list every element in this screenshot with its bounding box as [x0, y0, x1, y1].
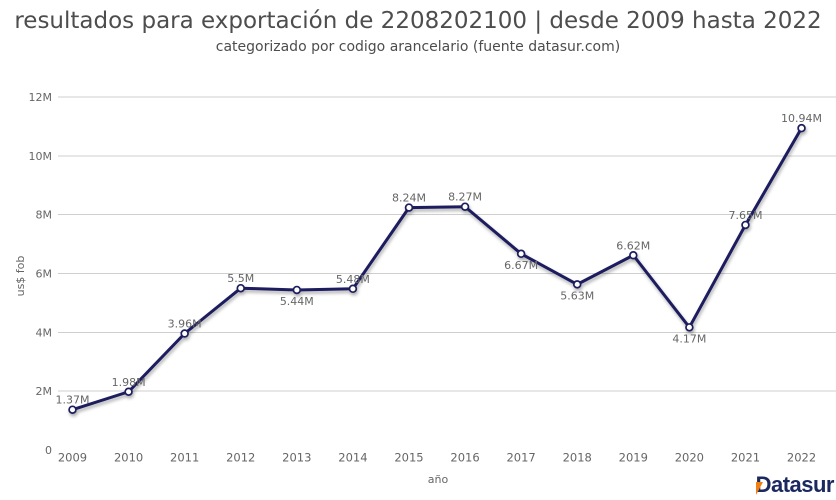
- x-tick-label: 2013: [282, 451, 311, 465]
- x-tick-label: 2016: [450, 451, 479, 465]
- datasur-logo-text: atasur: [770, 472, 835, 497]
- data-label: 6.62M: [616, 239, 650, 252]
- y-tick-label: 8M: [36, 209, 53, 222]
- data-point[interactable]: [180, 329, 189, 338]
- data-label: 8.27M: [448, 191, 482, 204]
- x-tick-label: 2018: [563, 451, 592, 465]
- data-point[interactable]: [68, 405, 77, 414]
- datasur-logo[interactable]: Datasur: [755, 472, 835, 498]
- x-tick-label: 2020: [675, 451, 704, 465]
- x-tick-label: 2021: [731, 451, 760, 465]
- x-axis-title: año: [428, 473, 449, 486]
- y-axis-title: us$ fob: [14, 256, 27, 297]
- data-point[interactable]: [460, 202, 470, 211]
- data-label: 8.24M: [392, 192, 426, 205]
- data-label: 1.98M: [112, 376, 146, 389]
- y-tick-label: 2M: [36, 385, 53, 398]
- data-point[interactable]: [629, 251, 638, 260]
- chart-title: resultados para exportación de 220820210…: [14, 8, 822, 34]
- y-tick-label: 12M: [29, 91, 53, 104]
- x-tick-label: 2014: [338, 451, 367, 465]
- data-line: [71, 126, 804, 412]
- x-tick-label: 2009: [58, 451, 87, 465]
- y-tick-label: 10M: [29, 150, 53, 163]
- datasur-logo-d-mark: D: [755, 472, 771, 497]
- data-label: 3.96M: [168, 318, 202, 331]
- data-label: 10.94M: [781, 112, 822, 125]
- x-tick-label: 2019: [619, 451, 648, 465]
- data-point[interactable]: [741, 220, 750, 230]
- chart-header: resultados para exportación de 220820210…: [0, 6, 836, 55]
- data-label: 5.44M: [280, 295, 314, 308]
- x-tick-label: 2015: [394, 451, 423, 465]
- y-tick-label: 4M: [36, 326, 53, 339]
- data-point[interactable]: [404, 203, 414, 212]
- data-point[interactable]: [124, 387, 133, 397]
- x-tick-label: 2010: [114, 451, 143, 465]
- data-label: 5.63M: [560, 289, 594, 302]
- data-point[interactable]: [348, 284, 358, 294]
- data-label: 1.37M: [56, 394, 90, 407]
- data-label: 4.17M: [672, 332, 706, 345]
- data-point[interactable]: [236, 283, 245, 293]
- data-point[interactable]: [797, 123, 806, 133]
- y-tick-label: 0: [45, 444, 52, 457]
- data-point[interactable]: [516, 249, 526, 259]
- data-label: 5.5M: [227, 272, 254, 285]
- data-label: 5.48M: [336, 273, 370, 286]
- y-tick-label: 6M: [36, 268, 53, 281]
- data-point[interactable]: [572, 280, 582, 289]
- data-label: 6.67M: [504, 259, 538, 272]
- data-label: 7.65M: [728, 209, 762, 222]
- x-tick-label: 2022: [787, 451, 816, 465]
- data-point[interactable]: [685, 323, 694, 332]
- data-point[interactable]: [292, 285, 302, 295]
- x-tick-label: 2011: [170, 451, 199, 465]
- data-series: [68, 123, 806, 414]
- x-tick-label: 2012: [226, 451, 255, 465]
- x-tick-label: 2017: [506, 451, 535, 465]
- chart-subtitle: categorizado por codigo arancelario (fue…: [215, 39, 621, 56]
